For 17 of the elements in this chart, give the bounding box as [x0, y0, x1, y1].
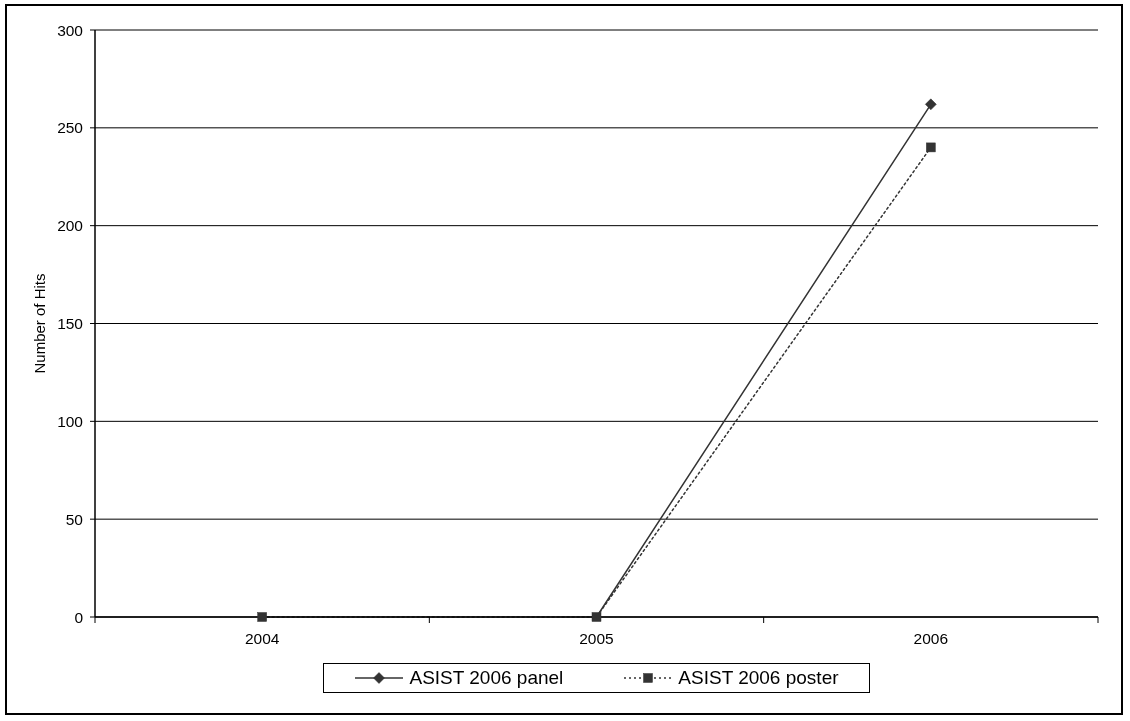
x-tick-label: 2004: [244, 630, 280, 647]
y-tick-label: 300: [57, 21, 84, 39]
y-tick-label: 250: [57, 119, 84, 137]
point: [257, 612, 267, 622]
point: [591, 612, 602, 622]
point: [925, 98, 937, 111]
legend-label: ASIST 2006 panel: [409, 667, 564, 689]
y-tick-label: 100: [57, 412, 84, 430]
y-tick-label: 200: [57, 217, 84, 235]
point: [926, 142, 936, 153]
y-tick-label: 150: [57, 315, 84, 332]
x-tick-label: 2006: [913, 630, 949, 647]
x-tick-label: 2005: [579, 630, 614, 647]
y-tick-label: 0: [74, 608, 84, 626]
y-tick-label: 50: [65, 510, 84, 528]
y-axis-title: Number of Hits: [31, 273, 49, 374]
legend-label: ASIST 2006 poster: [678, 667, 839, 689]
